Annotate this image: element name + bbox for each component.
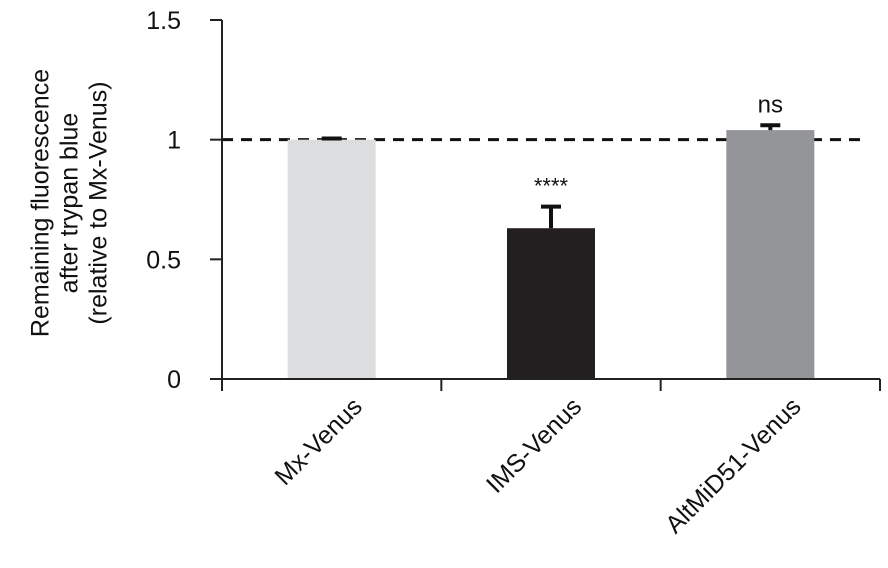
y-tick-label: 1.5 — [146, 7, 181, 35]
x-tick-label: Mx-Venus — [269, 392, 367, 490]
y-axis-label-line-1: Remaining fluorescence — [26, 68, 55, 338]
y-axis-label-line-2: after trypan blue — [55, 112, 84, 294]
y-tick-label: 0.5 — [146, 246, 181, 274]
significance-label: **** — [534, 174, 569, 199]
y-axis-label-line-3: (relative to Mx-Venus) — [84, 81, 113, 325]
bar-ims-venus — [507, 228, 595, 379]
bar-mx-venus — [287, 139, 376, 379]
bar-altmid51-venus — [726, 130, 815, 379]
y-tick-label: 0 — [167, 366, 181, 394]
significance-label: ns — [758, 91, 783, 118]
x-tick-label: IMS-Venus — [481, 392, 587, 498]
x-tick-label: AltMiD51-Venus — [660, 392, 807, 539]
y-tick-label: 1 — [167, 127, 181, 155]
